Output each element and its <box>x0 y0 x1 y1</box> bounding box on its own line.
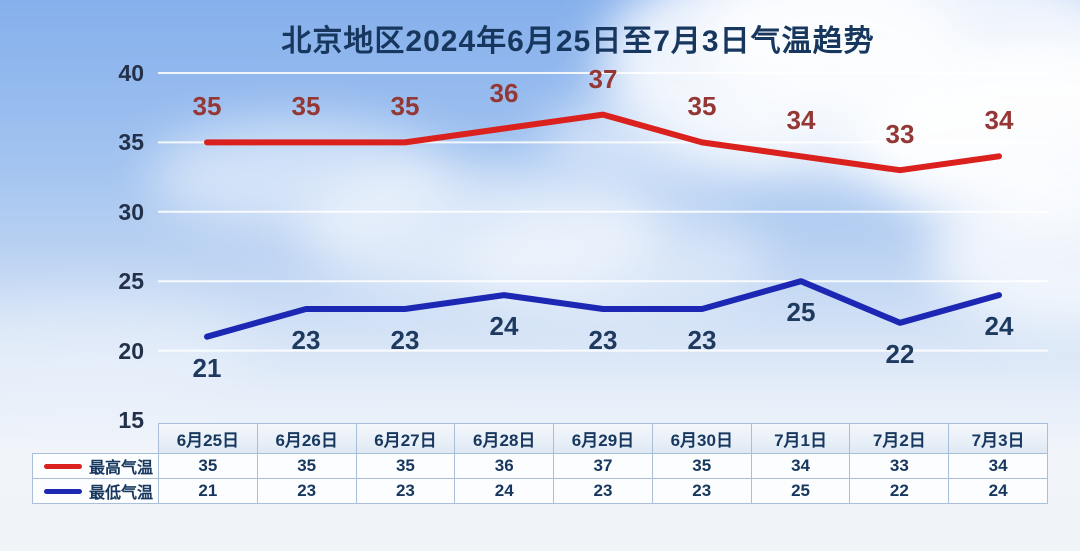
max-temp-value-cell: 34 <box>751 454 850 478</box>
cloud <box>0 290 250 400</box>
min-temp-point-label: 24 <box>489 311 519 342</box>
cloud <box>300 165 660 295</box>
max-temp-value-cell: 35 <box>652 454 751 478</box>
max-temp-value-cell: 33 <box>850 454 949 478</box>
max-temp-point-label: 36 <box>489 77 519 108</box>
date-header-cell: 6月29日 <box>554 424 652 453</box>
min-temp-value-cell: 23 <box>554 479 652 503</box>
cloud <box>540 90 800 190</box>
min-temp-point-label: 22 <box>885 338 915 369</box>
blue-line-swatch-icon <box>43 488 82 494</box>
max-temp-value-cell: 34 <box>949 454 1047 478</box>
max-temp-point-label: 34 <box>984 105 1014 136</box>
date-header-cell: 7月3日 <box>949 424 1047 453</box>
date-header-cell: 6月27日 <box>356 424 455 453</box>
y-axis-tick-label: 15 <box>118 407 144 433</box>
min-temp-point-label: 23 <box>687 324 717 355</box>
y-axis-tick-label: 30 <box>118 198 144 225</box>
min-temp-value-cell: 25 <box>751 479 850 503</box>
min-temp-point-label: 24 <box>984 311 1014 342</box>
min-temp-value-cell: 24 <box>949 479 1047 503</box>
y-axis-tick-label: 20 <box>118 337 144 364</box>
min-temp-value-cell: 23 <box>257 479 356 503</box>
min-temp-point-label: 21 <box>192 352 222 383</box>
y-axis-tick-label: 40 <box>118 60 144 86</box>
page-title: 北京地区2024年6月25日至7月3日气温趋势 <box>281 25 875 58</box>
max-temp-value-cell: 35 <box>356 454 455 478</box>
temperature-table: 6月25日 6月26日 6月27日 6月28日 6月29日 6月30日 7月1日 7月2日 7月… <box>158 423 1048 504</box>
max-temp-point-label: 33 <box>885 119 915 150</box>
min-temp-point-label: 23 <box>588 324 618 355</box>
min-temp-value-cell: 21 <box>159 479 257 503</box>
legend-series-label: 最高气温 <box>88 460 153 477</box>
date-header-cell: 7月2日 <box>850 424 949 453</box>
min-temp-point-label: 23 <box>291 324 321 355</box>
max-temp-value-cell: 36 <box>455 454 554 478</box>
max-temp-value-cell: 37 <box>554 454 652 478</box>
min-temp-point-label: 23 <box>390 324 420 355</box>
date-header-cell: 6月30日 <box>652 424 751 453</box>
max-temp-value-cell: 35 <box>159 454 257 478</box>
min-temp-value-cell: 22 <box>850 479 949 503</box>
max-temp-point-label: 35 <box>390 91 420 122</box>
legend-row-max-temp: 最高气温 <box>33 454 158 478</box>
min-temp-point-label: 25 <box>786 297 816 328</box>
date-header-cell: 6月26日 <box>257 424 356 453</box>
max-temp-point-label: 35 <box>291 91 321 122</box>
date-header-cell: 6月25日 <box>159 424 257 453</box>
cloud <box>700 0 960 110</box>
min-temp-line <box>204 278 1002 340</box>
legend-series-label: 最低气温 <box>88 485 153 502</box>
y-axis-tick-label: 25 <box>118 268 144 295</box>
red-line-swatch-icon <box>43 463 82 469</box>
max-temp-value-cell: 35 <box>257 454 356 478</box>
date-header-cell: 7月1日 <box>751 424 850 453</box>
max-temp-point-label: 35 <box>192 91 222 122</box>
legend-row-min-temp: 最低气温 <box>33 479 158 503</box>
y-axis-tick-label: 35 <box>118 129 144 156</box>
min-temp-value-cell: 24 <box>455 479 554 503</box>
max-temp-point-label: 34 <box>786 105 816 136</box>
min-temp-value-cell: 23 <box>652 479 751 503</box>
max-temp-line <box>204 111 1002 174</box>
max-temp-point-label: 37 <box>588 63 618 94</box>
max-temp-point-label: 35 <box>687 91 717 122</box>
chart-legend: 最高气温 最低气温 <box>32 453 159 504</box>
min-temp-value-cell: 23 <box>356 479 455 503</box>
date-header-cell: 6月28日 <box>455 424 554 453</box>
